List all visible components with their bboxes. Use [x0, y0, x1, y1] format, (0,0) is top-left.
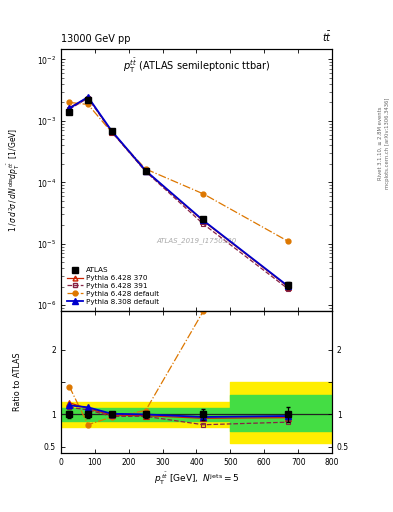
Y-axis label: Ratio to ATLAS: Ratio to ATLAS [13, 353, 22, 412]
Text: 13000 GeV pp: 13000 GeV pp [61, 33, 130, 44]
Text: ATLAS_2019_I1750330: ATLAS_2019_I1750330 [156, 237, 237, 244]
Text: $t\bar{t}$: $t\bar{t}$ [322, 30, 332, 44]
Legend: ATLAS, Pythia 6.428 370, Pythia 6.428 391, Pythia 6.428 default, Pythia 8.308 de: ATLAS, Pythia 6.428 370, Pythia 6.428 39… [64, 264, 162, 308]
Text: $p_{\rm T}^{t\bar{t}}$ (ATLAS semileptonic ttbar): $p_{\rm T}^{t\bar{t}}$ (ATLAS semilepton… [123, 56, 270, 75]
Y-axis label: $1\,/\,\sigma\,d^2\!\sigma\,/\,dN^{\rm obs}\!dp^{\,t\bar{t}}_{\rm T}$  [1/GeV]: $1\,/\,\sigma\,d^2\!\sigma\,/\,dN^{\rm o… [6, 128, 22, 232]
Text: Rivet 3.1.10, ≥ 2.8M events: Rivet 3.1.10, ≥ 2.8M events [378, 106, 383, 180]
Text: mcplots.cern.ch [arXiv:1306.3436]: mcplots.cern.ch [arXiv:1306.3436] [385, 98, 389, 189]
X-axis label: $p^{\,t\bar{t}}_{\rm T}\ [\mathrm{GeV}],\ N^{\rm jets}=5$: $p^{\,t\bar{t}}_{\rm T}\ [\mathrm{GeV}],… [154, 471, 239, 487]
